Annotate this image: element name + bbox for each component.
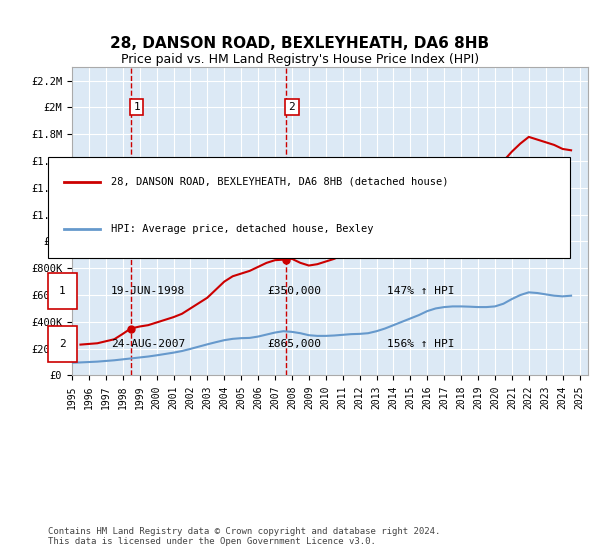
Text: HPI: Average price, detached house, Bexley: HPI: Average price, detached house, Bexl… <box>110 225 373 235</box>
Text: 24-AUG-2007: 24-AUG-2007 <box>110 339 185 349</box>
Text: 2: 2 <box>59 339 65 349</box>
FancyBboxPatch shape <box>48 273 77 309</box>
Text: £350,000: £350,000 <box>267 286 321 296</box>
Text: Contains HM Land Registry data © Crown copyright and database right 2024.
This d: Contains HM Land Registry data © Crown c… <box>48 526 440 546</box>
Text: 1: 1 <box>133 102 140 112</box>
Text: 19-JUN-1998: 19-JUN-1998 <box>110 286 185 296</box>
Text: 28, DANSON ROAD, BEXLEYHEATH, DA6 8HB (detached house): 28, DANSON ROAD, BEXLEYHEATH, DA6 8HB (d… <box>110 177 448 187</box>
Text: Price paid vs. HM Land Registry's House Price Index (HPI): Price paid vs. HM Land Registry's House … <box>121 53 479 66</box>
Text: 1: 1 <box>59 286 65 296</box>
Text: £865,000: £865,000 <box>267 339 321 349</box>
Text: 28, DANSON ROAD, BEXLEYHEATH, DA6 8HB: 28, DANSON ROAD, BEXLEYHEATH, DA6 8HB <box>110 36 490 52</box>
Text: 147% ↑ HPI: 147% ↑ HPI <box>388 286 455 296</box>
FancyBboxPatch shape <box>48 326 77 362</box>
Text: 2: 2 <box>289 102 295 112</box>
Text: 156% ↑ HPI: 156% ↑ HPI <box>388 339 455 349</box>
FancyBboxPatch shape <box>48 157 570 258</box>
